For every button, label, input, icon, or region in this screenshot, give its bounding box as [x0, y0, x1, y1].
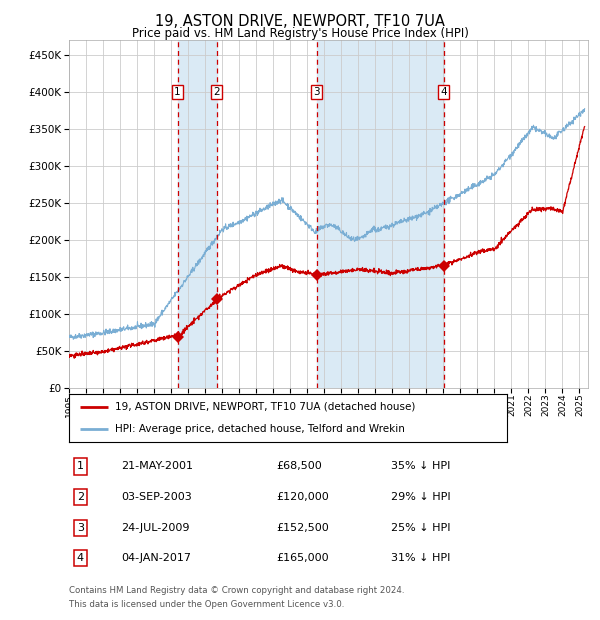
Text: 31% ↓ HPI: 31% ↓ HPI — [391, 554, 450, 564]
Text: 35% ↓ HPI: 35% ↓ HPI — [391, 461, 450, 471]
Bar — [317, 40, 443, 388]
Text: HPI: Average price, detached house, Telford and Wrekin: HPI: Average price, detached house, Telf… — [115, 424, 405, 434]
Bar — [178, 40, 217, 388]
Text: 1: 1 — [174, 87, 181, 97]
Text: 24-JUL-2009: 24-JUL-2009 — [121, 523, 190, 533]
Text: £165,000: £165,000 — [277, 554, 329, 564]
Text: 25% ↓ HPI: 25% ↓ HPI — [391, 523, 450, 533]
Text: 2: 2 — [77, 492, 84, 502]
Text: 19, ASTON DRIVE, NEWPORT, TF10 7UA (detached house): 19, ASTON DRIVE, NEWPORT, TF10 7UA (deta… — [115, 402, 415, 412]
Text: 3: 3 — [77, 523, 84, 533]
Text: This data is licensed under the Open Government Licence v3.0.: This data is licensed under the Open Gov… — [69, 600, 344, 609]
Text: 21-MAY-2001: 21-MAY-2001 — [121, 461, 193, 471]
Text: 29% ↓ HPI: 29% ↓ HPI — [391, 492, 451, 502]
Text: 4: 4 — [77, 554, 84, 564]
Text: 04-JAN-2017: 04-JAN-2017 — [121, 554, 191, 564]
Text: 19, ASTON DRIVE, NEWPORT, TF10 7UA: 19, ASTON DRIVE, NEWPORT, TF10 7UA — [155, 14, 445, 29]
Text: £152,500: £152,500 — [277, 523, 329, 533]
Text: £68,500: £68,500 — [277, 461, 322, 471]
Text: Contains HM Land Registry data © Crown copyright and database right 2024.: Contains HM Land Registry data © Crown c… — [69, 586, 404, 595]
Text: 3: 3 — [313, 87, 320, 97]
Text: 4: 4 — [440, 87, 447, 97]
Text: 1: 1 — [77, 461, 84, 471]
Text: £120,000: £120,000 — [277, 492, 329, 502]
Text: 2: 2 — [213, 87, 220, 97]
Text: Price paid vs. HM Land Registry's House Price Index (HPI): Price paid vs. HM Land Registry's House … — [131, 27, 469, 40]
Text: 03-SEP-2003: 03-SEP-2003 — [121, 492, 191, 502]
